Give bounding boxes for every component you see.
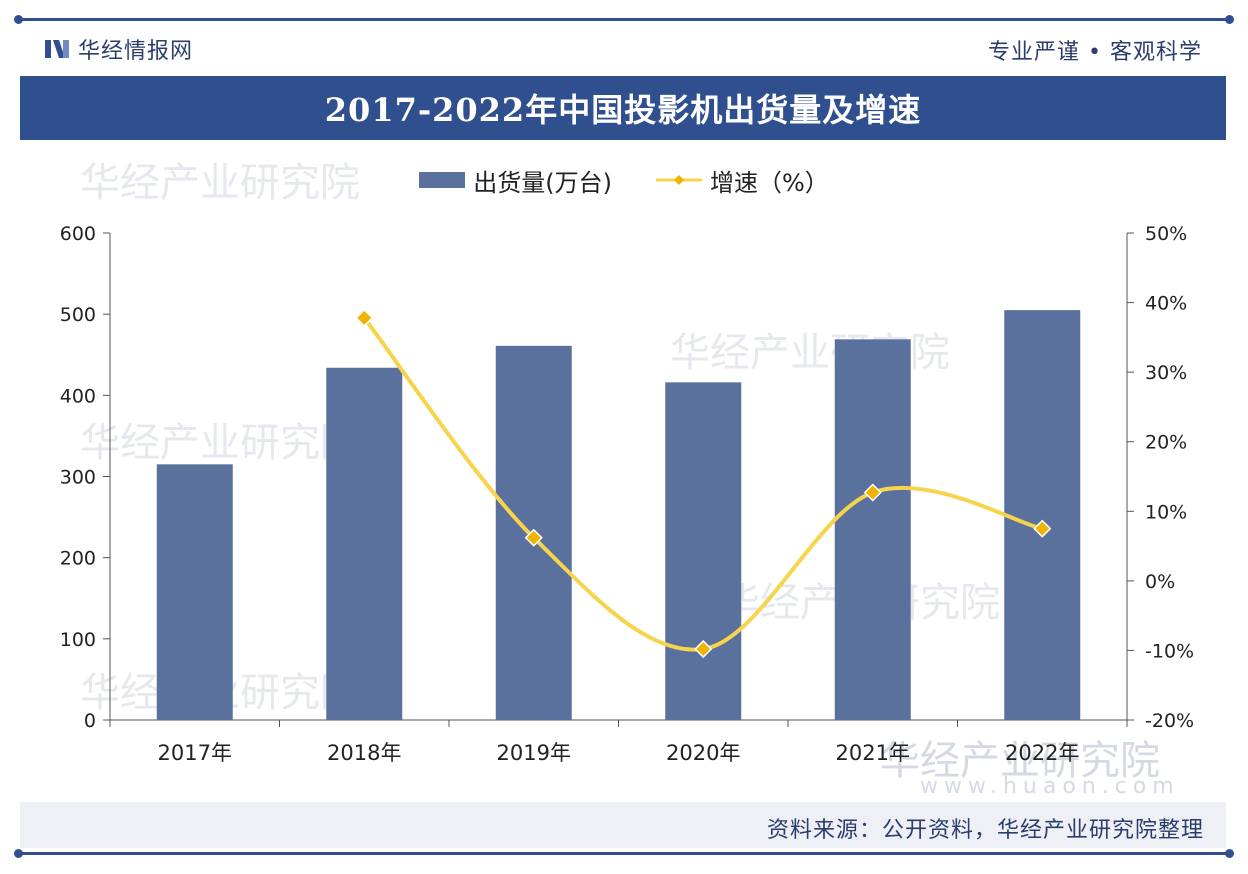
x-tick-label: 2017年 xyxy=(158,741,232,765)
y-left-tick-label: 300 xyxy=(60,467,96,489)
y-right-tick-label: 10% xyxy=(1145,501,1187,523)
y-left-tick-label: 400 xyxy=(60,385,96,407)
y-right-tick-label: 30% xyxy=(1145,362,1187,384)
y-right-tick-label: 0% xyxy=(1145,571,1175,593)
brand-logo-icon xyxy=(45,40,69,58)
x-tick-label: 2021年 xyxy=(836,741,910,765)
y-right-tick-label: -10% xyxy=(1145,640,1194,662)
y-left-tick-label: 200 xyxy=(60,548,96,570)
y-right-tick-label: -20% xyxy=(1145,710,1194,732)
y-left-tick-label: 600 xyxy=(60,223,96,245)
brand-name: 华经情报网 xyxy=(78,39,194,64)
y-right-tick-label: 50% xyxy=(1145,223,1187,245)
x-tick-label: 2020年 xyxy=(666,741,740,765)
bar-2018年 xyxy=(326,367,403,720)
growth-point-2020年 xyxy=(694,639,713,659)
brand: 华经情报网 xyxy=(44,34,193,64)
legend-label: 增速（%） xyxy=(709,168,829,197)
title-bar: 2017-2022年中国投影机出货量及增速 xyxy=(20,76,1226,140)
motto: 专业严谨 • 客观科学 xyxy=(988,40,1202,65)
growth-point-2018年 xyxy=(355,308,374,327)
x-tick-label: 2019年 xyxy=(497,741,571,765)
growth-point-2022年 xyxy=(1033,519,1052,538)
x-tick-label: 2022年 xyxy=(1005,741,1079,765)
legend-item-growth: 增速（%） xyxy=(655,163,829,198)
x-tick-label: 2018年 xyxy=(327,741,401,765)
source-note: 资料来源：公开资料，华经产业研究院整理 xyxy=(766,818,1204,843)
y-right-tick-label: 40% xyxy=(1145,293,1187,315)
footer-bar: 资料来源：公开资料，华经产业研究院整理 xyxy=(20,802,1226,848)
legend-bar-swatch xyxy=(419,172,466,188)
legend-item-shipments: 出货量(万台) xyxy=(419,163,612,198)
chart-title: 2017-2022年中国投影机出货量及增速 xyxy=(324,91,922,129)
y-right-tick-label: 20% xyxy=(1145,432,1187,454)
y-left-tick-label: 100 xyxy=(60,629,96,651)
bar-2022年 xyxy=(1004,310,1081,720)
y-left-tick-label: 500 xyxy=(60,304,96,326)
legend: 出货量(万台) 增速（%） xyxy=(0,160,1248,200)
growth-point-2019年 xyxy=(524,528,543,547)
bottom-rule xyxy=(14,849,1234,858)
bar-2017年 xyxy=(156,464,233,720)
legend-label: 出货量(万台) xyxy=(473,168,612,197)
y-left-tick-label: 0 xyxy=(84,710,96,732)
legend-line-swatch xyxy=(655,175,702,185)
bar-2020年 xyxy=(665,382,742,720)
bar-2021年 xyxy=(834,339,911,720)
growth-point-2021年 xyxy=(863,483,882,502)
top-rule xyxy=(14,15,1234,24)
